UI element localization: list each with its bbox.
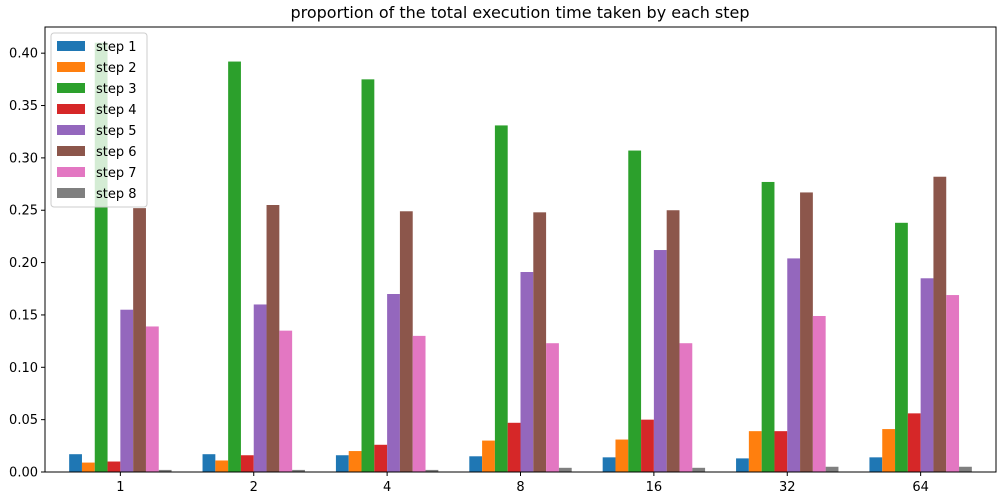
bar-step-3-4	[361, 79, 375, 472]
bar-step-8-32	[825, 466, 839, 472]
legend-label: step 6	[96, 145, 137, 160]
bar-step-6-32	[800, 192, 813, 472]
legend-label: step 5	[96, 124, 137, 139]
bar-step-5-16	[653, 250, 667, 472]
plot-area	[69, 42, 972, 473]
bar-step-2-4	[348, 451, 362, 472]
bar-step-7-64	[946, 295, 960, 472]
legend-label: step 3	[96, 82, 137, 97]
bar-step-7-2	[279, 330, 293, 472]
bar-step-3-64	[895, 222, 908, 472]
bar-step-8-8	[558, 467, 572, 472]
x-tick-label: 16	[646, 480, 663, 495]
legend-swatch	[57, 62, 85, 72]
bar-step-5-32	[787, 258, 801, 472]
bar-step-1-32	[736, 458, 749, 472]
bar-step-5-2	[253, 304, 267, 472]
bar-step-2-64	[882, 429, 896, 472]
legend-swatch	[57, 41, 85, 51]
bar-step-7-4	[412, 335, 426, 472]
x-axis: 1 2 4 8 16 32 64	[116, 472, 929, 495]
legend-swatch	[57, 146, 85, 156]
bar-step-6-1	[133, 208, 146, 472]
y-tick-label: 0.10	[9, 361, 38, 376]
bar-step-8-2	[292, 469, 305, 472]
bar-step-2-8	[482, 440, 495, 472]
y-tick-label: 0.20	[9, 256, 38, 271]
bar-step-6-2	[266, 205, 280, 472]
bar-step-5-1	[120, 309, 134, 472]
bar-step-3-32	[761, 181, 775, 472]
legend-label: step 1	[96, 40, 137, 55]
x-tick-label: 1	[116, 480, 124, 495]
bar-step-1-2	[202, 454, 216, 472]
y-tick-label: 0.35	[9, 99, 38, 114]
bar-step-2-1	[81, 462, 95, 472]
legend-swatch	[57, 125, 85, 135]
bar-step-1-4	[335, 455, 349, 472]
legend-label: step 4	[96, 103, 137, 118]
y-tick-label: 0.40	[9, 47, 38, 62]
bar-step-5-64	[920, 278, 934, 472]
bar-step-4-2	[240, 455, 254, 472]
legend-box	[50, 32, 148, 208]
y-tick-label: 0.25	[9, 204, 38, 219]
bar-step-5-8	[520, 272, 534, 472]
bar-step-4-1	[107, 461, 121, 472]
bar-step-4-8	[507, 422, 521, 472]
bar-step-1-1	[69, 454, 82, 472]
legend-swatch	[57, 188, 85, 198]
legend-label: step 8	[96, 187, 137, 202]
bar-step-7-16	[679, 343, 693, 472]
bar-step-4-16	[641, 419, 654, 472]
bar-step-3-16	[628, 150, 642, 473]
bar-step-8-16	[692, 467, 706, 472]
bar-step-7-8	[546, 343, 559, 472]
y-tick-label: 0.05	[9, 413, 38, 428]
bar-step-4-32	[774, 431, 788, 472]
y-tick-label: 0.30	[9, 151, 38, 166]
bar-step-3-8	[494, 125, 508, 473]
bar-step-6-8	[533, 212, 547, 472]
bar-step-2-2	[215, 460, 229, 472]
bar-step-3-2	[228, 61, 241, 473]
bar-step-1-64	[869, 457, 883, 472]
legend-swatch	[57, 167, 85, 177]
bar-step-6-16	[666, 210, 680, 473]
bar-step-2-16	[615, 439, 629, 472]
legend: step 1 step 2 step 3 step 4 step 5 step 6 step…	[50, 32, 148, 208]
bar-step-1-8	[469, 456, 483, 472]
chart-title: proportion of the total execution time t…	[290, 3, 749, 22]
bar-step-4-64	[907, 413, 921, 472]
bar-step-6-4	[399, 211, 413, 472]
bar-step-6-64	[933, 176, 947, 473]
legend-label: step 7	[96, 166, 137, 181]
y-tick-label: 0.00	[9, 466, 38, 481]
bar-step-4-4	[374, 444, 388, 472]
y-tick-label: 0.15	[9, 308, 38, 323]
bar-step-7-32	[812, 315, 826, 472]
bar-step-8-1	[158, 469, 172, 472]
bar-step-7-1	[145, 326, 159, 472]
bar-step-2-32	[748, 431, 762, 472]
x-tick-label: 4	[383, 480, 391, 495]
bar-step-8-64	[959, 466, 972, 472]
legend-swatch	[57, 104, 85, 114]
legend-label: step 2	[96, 61, 137, 76]
x-tick-label: 2	[250, 480, 258, 495]
x-tick-label: 32	[779, 480, 796, 495]
bar-step-1-16	[602, 457, 616, 472]
bar-step-8-4	[425, 469, 439, 472]
x-tick-label: 64	[912, 480, 929, 495]
x-tick-label: 8	[516, 480, 524, 495]
bar-step-5-4	[387, 294, 400, 472]
plot-frame	[44, 26, 997, 473]
legend-swatch	[57, 83, 85, 93]
y-axis: 0.00 0.05 0.10 0.15 0.20 0.25 0.30 0.35 0.40	[9, 47, 45, 481]
